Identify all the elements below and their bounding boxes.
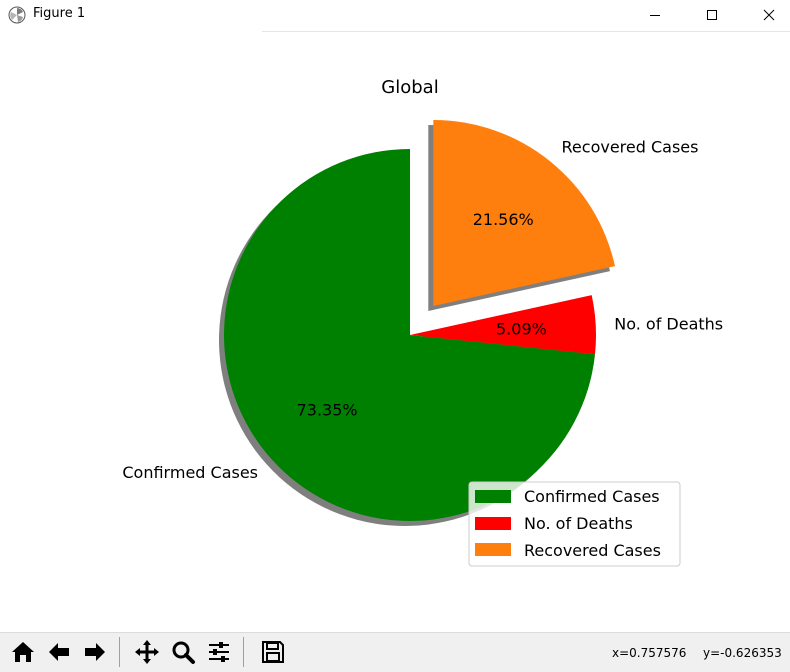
legend-label-confirmed: Confirmed Cases [524, 487, 660, 506]
y-coordinate-readout: y=-0.626353 [703, 646, 782, 660]
window-titlebar: Figure 1 [0, 0, 790, 31]
x-coordinate-readout: x=0.757576 [612, 646, 687, 660]
window-title: Figure 1 [33, 6, 86, 21]
close-icon [763, 9, 775, 21]
forward-icon [85, 643, 105, 661]
home-button[interactable] [7, 636, 39, 668]
pie-slices [224, 120, 615, 521]
pct-label-deaths: 5.09% [496, 320, 547, 339]
figure-canvas[interactable]: Global 73.35% Confirmed Cases 5.09% No. of … [0, 32, 790, 630]
maximize-icon [707, 10, 717, 20]
slice-label-recovered: Recovered Cases [562, 138, 699, 157]
legend-swatch-confirmed [475, 490, 511, 503]
pie-slice-deaths [410, 295, 596, 355]
zoom-button[interactable] [167, 636, 199, 668]
back-button[interactable] [43, 636, 75, 668]
pie-slice-confirmed [224, 149, 596, 521]
matplotlib-icon [8, 6, 26, 24]
chart-title: Global [381, 77, 438, 98]
home-icon [12, 642, 34, 662]
titlebar-divider [262, 31, 790, 32]
toolbar-separator [119, 637, 120, 667]
save-icon [262, 641, 284, 663]
pie-slice-recovered [433, 120, 615, 307]
legend-label-deaths: No. of Deaths [524, 514, 633, 533]
forward-button[interactable] [79, 636, 111, 668]
toolbar-separator [243, 637, 244, 667]
pan-button[interactable] [131, 636, 163, 668]
legend-swatch-deaths [475, 517, 511, 530]
back-icon [49, 643, 69, 661]
pie-labels: 73.35% Confirmed Cases 5.09% No. of Deaths 2… [122, 138, 723, 482]
legend: Confirmed Cases No. of Deaths Recovered … [468, 481, 681, 567]
close-button[interactable] [746, 0, 790, 30]
legend-label-recovered: Recovered Cases [524, 541, 661, 560]
save-button[interactable] [257, 636, 289, 668]
slice-label-deaths: No. of Deaths [614, 315, 723, 334]
subplots-icon [209, 642, 229, 662]
maximize-button[interactable] [689, 0, 735, 30]
pct-label-recovered: 21.56% [473, 210, 534, 229]
slice-label-confirmed: Confirmed Cases [122, 463, 258, 482]
minimize-icon [650, 15, 660, 16]
navigation-toolbar: x=0.757576 y=-0.626353 [0, 632, 790, 672]
legend-frame [468, 481, 681, 567]
minimize-button[interactable] [632, 0, 678, 30]
pan-icon [135, 640, 159, 664]
pct-label-confirmed: 73.35% [297, 401, 358, 420]
zoom-icon [172, 641, 195, 664]
configure-subplots-button[interactable] [203, 636, 235, 668]
legend-swatch-recovered [475, 543, 511, 556]
